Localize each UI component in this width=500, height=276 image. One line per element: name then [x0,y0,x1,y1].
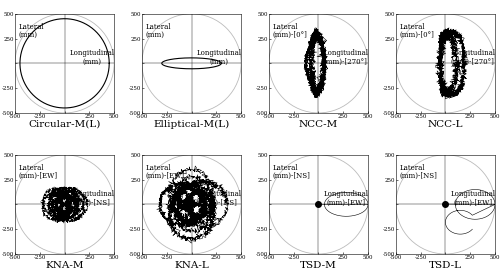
Text: Lateral
(mm): Lateral (mm) [19,23,44,39]
Text: Lateral
(mm)-[NS]: Lateral (mm)-[NS] [400,164,438,180]
X-axis label: Elliptical-M(L): Elliptical-M(L) [154,120,230,129]
Text: Longitudinal
(mm)-[270°]: Longitudinal (mm)-[270°] [323,49,368,65]
Text: Longitudinal
(mm)-[270°]: Longitudinal (mm)-[270°] [450,49,495,65]
Text: Lateral
(mm)-[NS]: Lateral (mm)-[NS] [273,164,310,180]
X-axis label: Circular-M(L): Circular-M(L) [28,120,101,129]
X-axis label: NCC-L: NCC-L [428,120,463,129]
Text: Lateral
(mm)-[0°]: Lateral (mm)-[0°] [400,23,434,39]
X-axis label: NCC-M: NCC-M [299,120,338,129]
Text: Lateral
(mm): Lateral (mm) [146,23,172,39]
Text: Longitudinal
(mm)-[EW]: Longitudinal (mm)-[EW] [450,190,495,206]
Text: Longitudinal
(mm)-[NS]: Longitudinal (mm)-[NS] [70,190,114,206]
Text: Longitudinal
(mm)-[EW]: Longitudinal (mm)-[EW] [323,190,368,206]
Text: Lateral
(mm)-[EW]: Lateral (mm)-[EW] [19,164,58,180]
X-axis label: TSD-L: TSD-L [429,261,462,270]
Text: Lateral
(mm)-[EW]: Lateral (mm)-[EW] [146,164,185,180]
X-axis label: KNA-M: KNA-M [46,261,84,270]
X-axis label: TSD-M: TSD-M [300,261,337,270]
Text: Longitudinal
(mm)-[NS]: Longitudinal (mm)-[NS] [196,190,242,206]
Text: Longitudinal
(mm): Longitudinal (mm) [196,49,242,65]
Text: Longitudinal
(mm): Longitudinal (mm) [70,49,114,65]
X-axis label: KNA-L: KNA-L [174,261,209,270]
Text: Lateral
(mm)-[0°]: Lateral (mm)-[0°] [273,23,308,39]
